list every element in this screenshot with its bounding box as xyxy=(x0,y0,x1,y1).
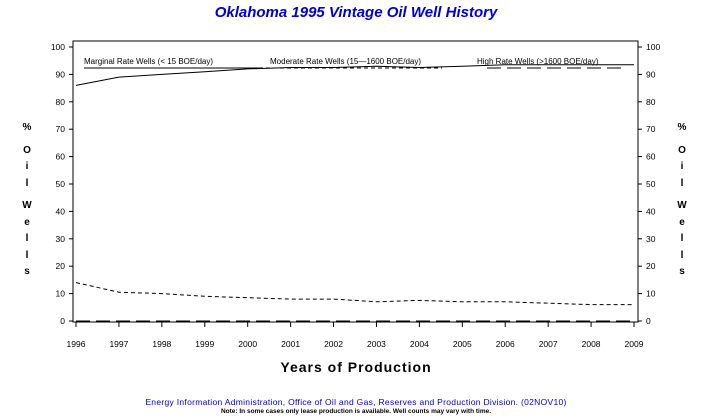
y-tick-label-left: 30 xyxy=(56,234,66,244)
x-tick-label: 1999 xyxy=(195,339,214,349)
y-tick-label-left: 0 xyxy=(60,316,65,326)
y-tick-label-right: 10 xyxy=(646,289,656,299)
plot-frame xyxy=(72,40,639,323)
x-tick-label: 2001 xyxy=(281,339,300,349)
chart-title: Oklahoma 1995 Vintage Oil Well History xyxy=(214,4,498,21)
y-tick-label-right: 0 xyxy=(646,316,651,326)
y-tick-label-right: 60 xyxy=(646,152,656,162)
x-tick-label: 2008 xyxy=(582,339,601,349)
x-tick-label: 2007 xyxy=(539,339,558,349)
x-tick-label: 1996 xyxy=(67,339,86,349)
y-axis-title-char: l xyxy=(680,177,684,189)
y-tick-label-left: 90 xyxy=(56,69,66,79)
x-tick-label: 1998 xyxy=(152,339,171,349)
y-axis-title-char: i xyxy=(680,161,684,172)
y-tick-label-left: 100 xyxy=(51,42,65,52)
y-tick-label-right: 30 xyxy=(646,234,656,244)
x-tick-label: 2003 xyxy=(367,339,386,349)
y-axis-title-char: i xyxy=(25,161,29,172)
y-tick-label-left: 60 xyxy=(56,152,66,162)
y-axis-title-char: e xyxy=(24,216,30,228)
y-tick-label-left: 20 xyxy=(56,261,66,271)
y-tick-label-right: 20 xyxy=(646,261,656,271)
source-credit: Energy Information Administration, Offic… xyxy=(145,397,567,407)
y-axis-title-char: s xyxy=(24,266,30,277)
y-tick-label-left: 10 xyxy=(56,289,66,299)
y-axis-title-char: W xyxy=(677,200,687,211)
legend-entry-3: High Rate Wells (>1600 BOE/day) xyxy=(477,57,599,66)
y-axis-title-char: e xyxy=(679,216,685,228)
x-tick-label: 2002 xyxy=(324,339,343,349)
y-axis-title-char: l xyxy=(25,177,29,189)
x-tick-label: 2004 xyxy=(410,339,429,349)
y-axis-title-char: O xyxy=(23,144,31,156)
footnote: Note: In some cases only lease productio… xyxy=(220,408,492,415)
x-tick-label: 2000 xyxy=(238,339,257,349)
legend-entry-2: Moderate Rate Wells (15—1600 BOE/day) xyxy=(270,57,421,66)
y-axis-title-char: l xyxy=(25,233,29,244)
y-tick-label-left: 50 xyxy=(56,179,66,189)
y-axis-title-char: s xyxy=(679,266,685,277)
y-tick-label-left: 40 xyxy=(56,206,66,216)
x-tick-label: 2006 xyxy=(496,339,515,349)
series-line-2 xyxy=(75,282,634,306)
x-axis-title: Years of Production xyxy=(280,359,432,375)
y-tick-label-right: 90 xyxy=(646,69,656,79)
y-tick-label-right: 70 xyxy=(646,124,656,134)
y-tick-label-left: 80 xyxy=(56,97,66,107)
legend-entry-1: Marginal Rate Wells (< 15 BOE/day) xyxy=(84,57,213,66)
x-tick-label: 1997 xyxy=(109,339,128,349)
y-tick-label-right: 80 xyxy=(646,97,656,107)
y-axis-title-char: % xyxy=(677,122,687,133)
y-axis-title-char: l xyxy=(25,249,29,261)
y-axis-title-char: % xyxy=(22,122,32,133)
y-axis-title-char: O xyxy=(678,144,686,156)
y-tick-label-right: 40 xyxy=(646,206,656,216)
y-axis-title-char: l xyxy=(680,249,684,261)
x-tick-label: 2005 xyxy=(453,339,472,349)
y-tick-label-right: 50 xyxy=(646,179,656,189)
series-line-1 xyxy=(75,64,634,86)
y-axis-title-char: W xyxy=(22,200,32,211)
y-axis-title-char: l xyxy=(680,233,684,244)
x-tick-label: 2009 xyxy=(625,339,644,349)
y-tick-label-right: 100 xyxy=(646,42,660,52)
y-tick-label-left: 70 xyxy=(56,124,66,134)
